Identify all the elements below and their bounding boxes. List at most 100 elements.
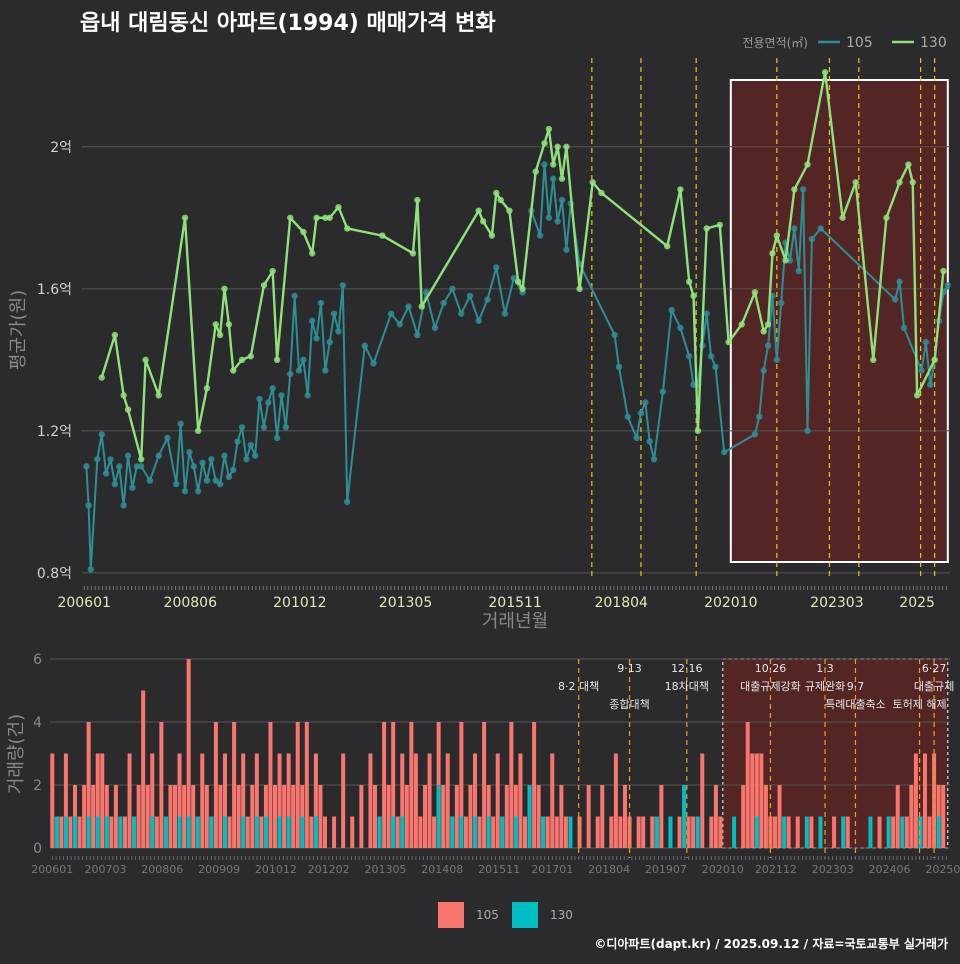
volume-x-tick-label: 202509 <box>925 863 960 876</box>
price-point-105 <box>510 274 518 282</box>
volume-bar-105 <box>413 753 418 848</box>
volume-bar-105 <box>891 816 896 848</box>
price-x-axis-label: 거래년월 <box>482 611 548 632</box>
volume-y-tick-label: 4 <box>33 715 42 731</box>
price-point-105 <box>124 452 132 459</box>
price-point-105 <box>173 480 180 488</box>
volume-bar-105 <box>204 785 209 848</box>
chart-title: 읍내 대림동신 아파트(1994) 매매가격 변화 <box>80 11 496 36</box>
legends: 105 130 105 130 <box>438 35 947 928</box>
price-point-105 <box>194 488 202 495</box>
price-point-105 <box>764 342 772 349</box>
price-point-130 <box>769 250 776 257</box>
volume-bar-105 <box>650 816 655 848</box>
volume-bar-105 <box>82 785 87 848</box>
price-point-105 <box>330 310 338 317</box>
volume-bar-105 <box>268 722 273 848</box>
price-point-130 <box>506 207 513 214</box>
price-point-130 <box>909 179 916 186</box>
volume-bar-105 <box>454 785 459 848</box>
volume-x-tick-label: 202112 <box>755 863 797 876</box>
price-point-105 <box>721 448 728 456</box>
price-highlight-box <box>729 79 949 563</box>
price-y-tick-label: 0.8억 <box>37 566 72 582</box>
price-point-105 <box>265 399 272 406</box>
price-point-130 <box>142 356 149 364</box>
volume-bar-105 <box>109 816 114 848</box>
volume-bar-130 <box>886 816 891 848</box>
price-point-130 <box>493 189 500 197</box>
price-point-130 <box>852 179 859 186</box>
volume-bar-105 <box>913 753 918 848</box>
volume-bar-130 <box>936 816 941 848</box>
volume-annotation: 6·27 <box>922 662 947 675</box>
volume-bar-130 <box>486 816 491 848</box>
price-point-105 <box>120 502 127 509</box>
volume-bar-105 <box>518 753 523 848</box>
price-point-105 <box>199 459 206 467</box>
price-x-tick-label: 202303 <box>810 595 863 611</box>
price-point-130 <box>308 250 316 257</box>
volume-bar-105 <box>273 785 277 848</box>
price-point-105 <box>344 498 351 506</box>
volume-annotation: 대출규제강화 <box>740 680 801 693</box>
price-point-105 <box>756 413 763 420</box>
price-point-130 <box>335 203 342 211</box>
volume-bar-130 <box>63 816 68 848</box>
price-point-105 <box>300 356 307 364</box>
price-point-130 <box>247 353 254 360</box>
volume-bar-130 <box>223 816 227 848</box>
price-point-130 <box>896 179 903 186</box>
volume-bar-130 <box>95 816 100 848</box>
volume-bar-105 <box>495 753 500 848</box>
volume-bar-105 <box>409 722 414 848</box>
volume-x-tick-label: 201804 <box>588 863 630 876</box>
volume-annotation: 9·7 <box>847 680 865 693</box>
price-point-130 <box>804 161 811 168</box>
volume-y-tick-label: 2 <box>33 778 42 794</box>
volume-bar-130 <box>818 816 823 848</box>
volume-bar-105 <box>63 753 68 848</box>
price-y-tick-label: 2억 <box>50 140 72 156</box>
price-x-tick-label: 201804 <box>594 595 648 611</box>
price-point-130 <box>300 228 307 236</box>
price-point-130 <box>344 225 351 232</box>
price-point-130 <box>760 328 767 335</box>
price-point-130 <box>519 285 526 293</box>
price-point-105 <box>541 161 548 168</box>
volume-bar-105 <box>168 785 173 848</box>
volume-bar-130 <box>286 816 291 848</box>
volume-bar-130 <box>732 816 737 848</box>
price-point-105 <box>129 484 136 491</box>
volume-bar-105 <box>332 816 337 848</box>
volume-y-axis-label: 거래량(건) <box>6 714 27 794</box>
volume-bar-130 <box>668 816 673 848</box>
volume-bar-105 <box>691 816 696 848</box>
volume-x-tick-label: 202010 <box>702 863 744 876</box>
volume-x-tick-label: 201701 <box>531 863 573 876</box>
price-point-105 <box>396 321 404 328</box>
price-point-105 <box>778 299 785 307</box>
volume-bar-130 <box>118 816 123 848</box>
volume-bar-105 <box>613 753 618 848</box>
price-plot: 0.8억 1.2억 1.6억 2억 200601 200806 201012 201305 20… <box>37 58 952 611</box>
price-x-tick-label: 201012 <box>273 595 326 611</box>
volume-bar-105 <box>763 785 768 848</box>
volume-bar-130 <box>868 816 873 848</box>
volume-bar-105 <box>754 753 759 848</box>
volume-bar-105 <box>586 785 591 848</box>
volume-bar-130 <box>254 816 259 848</box>
volume-bar-105 <box>86 722 91 848</box>
volume-annotation: 8·2 대책 <box>558 680 599 693</box>
price-point-105 <box>799 186 807 193</box>
price-point-130 <box>287 214 294 221</box>
volume-bar-105 <box>923 753 927 848</box>
price-point-105 <box>642 399 649 406</box>
volume-bar-130 <box>186 816 191 848</box>
volume-x-tick-label: 201408 <box>421 863 463 876</box>
volume-bar-105 <box>232 722 237 848</box>
volume-bar-130 <box>177 816 182 848</box>
price-point-105 <box>260 424 268 431</box>
price-point-130 <box>479 218 487 225</box>
